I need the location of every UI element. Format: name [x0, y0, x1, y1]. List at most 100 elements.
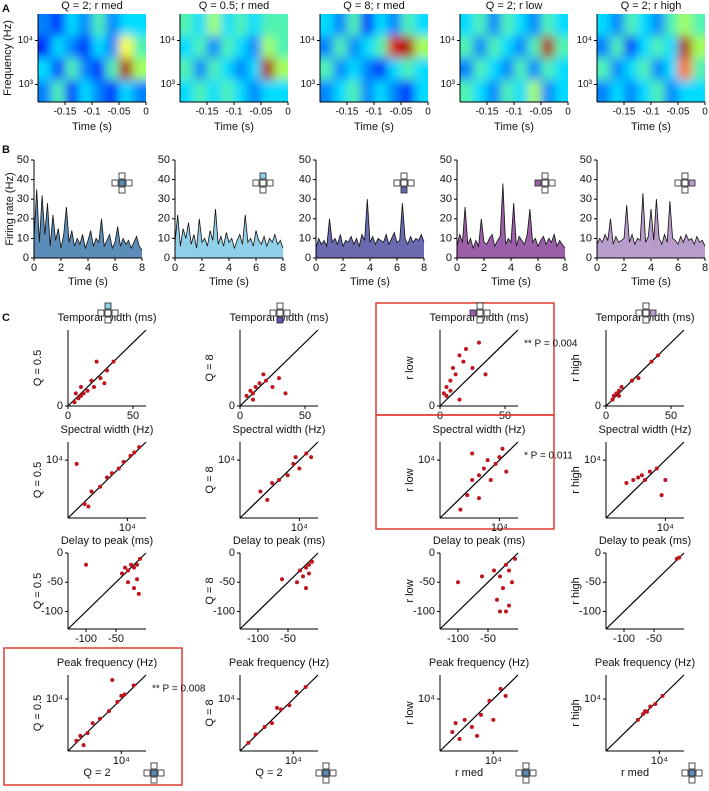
heatmap-cell	[247, 14, 262, 37]
scatter-point	[97, 716, 102, 721]
heatmap-cell	[274, 58, 288, 81]
y-tick-label: 40	[440, 174, 452, 186]
scatter-point	[294, 690, 299, 695]
scatter-point	[610, 397, 615, 402]
heatmap-cell	[597, 14, 611, 37]
heatmap-cell	[132, 80, 146, 102]
rate-area	[34, 189, 142, 258]
x-tick-label: 8	[421, 262, 427, 274]
x-tick-label: 0	[603, 410, 609, 422]
scatter-point	[303, 685, 308, 690]
heatmap-cell	[193, 80, 208, 102]
scatter-point	[79, 385, 83, 389]
scatter-point	[269, 721, 274, 726]
scatter-point	[448, 378, 453, 383]
scatter-point	[264, 378, 268, 383]
heatmap-cell	[664, 80, 679, 102]
heatmap-cell	[38, 58, 52, 81]
scatter-point	[129, 562, 133, 567]
condition-icon-square	[522, 769, 530, 777]
scatter-point	[98, 376, 103, 381]
x-tick-label: 8	[280, 262, 286, 274]
scatter-point	[492, 568, 496, 573]
heatmap-cell	[65, 80, 79, 102]
scatter-point	[456, 580, 460, 585]
y-tick-label: 10⁴	[46, 454, 63, 466]
x-tick-label: -0.1	[505, 107, 523, 118]
heatmap-cell	[597, 36, 611, 59]
condition-icon-square	[695, 769, 703, 777]
condition-icon-square	[322, 762, 330, 770]
heatmap-cell	[514, 36, 528, 59]
y-tick-label: 40	[17, 174, 29, 186]
y-tick-label: 50	[580, 154, 592, 166]
y-axis-label: r low	[404, 468, 416, 491]
heatmap-cell	[624, 14, 638, 37]
y-tick-label: -50	[419, 576, 435, 588]
scatter-point	[635, 717, 640, 722]
scatter-point	[89, 378, 94, 383]
scatter-point	[481, 466, 486, 471]
scatter-point	[503, 693, 508, 698]
heatmap-cell	[105, 36, 120, 59]
identity-line	[605, 329, 685, 407]
heatmap-cell	[514, 14, 528, 37]
y-axis-label: Q = 0.5	[32, 695, 44, 731]
heatmap-cell	[610, 14, 625, 37]
scatter-point	[137, 445, 142, 450]
x-tick-label: 8	[702, 262, 708, 274]
scatter-point	[307, 562, 311, 567]
scatter-point	[639, 473, 644, 478]
x-axis-label: Time (s)	[631, 121, 671, 133]
scatter-point	[86, 504, 91, 509]
heatmap-cell	[119, 14, 133, 37]
heatmap-cell	[414, 58, 428, 81]
x-tick-label: 2	[481, 262, 487, 274]
heatmap-cell	[387, 14, 402, 37]
y-tick-label: 30	[299, 193, 311, 205]
scatter-point	[464, 347, 468, 351]
heatmap-cell	[105, 58, 120, 81]
scatter-point	[277, 478, 281, 482]
x-axis-label: Time (s)	[491, 276, 531, 288]
heatmap-cell	[527, 14, 542, 37]
condition-icon-square	[476, 302, 484, 310]
x-tick-label: -0.05	[530, 107, 553, 118]
scatter-point	[270, 481, 275, 486]
scatter-point	[647, 469, 652, 474]
heatmap-cell	[678, 36, 692, 59]
heatmap-cell	[78, 14, 93, 37]
heatmap-area	[597, 14, 705, 102]
heatmap-cell	[220, 36, 235, 59]
x-tick-label: 50	[499, 410, 511, 422]
condition-icon-square	[118, 172, 126, 180]
scatter-point	[73, 391, 78, 396]
heatmap-cell	[678, 80, 692, 102]
heatmap-cell	[234, 14, 248, 37]
rate-line	[33, 189, 143, 251]
y-tick-label: -100	[413, 605, 435, 617]
scatter-point	[653, 702, 658, 707]
subplot-title: Q = 8; r med	[343, 0, 404, 12]
scatter-point	[485, 458, 490, 463]
heatmap-cell	[473, 14, 488, 37]
y-axis-label: Q = 8	[204, 699, 216, 726]
scatter-point	[617, 388, 621, 393]
scatter-point	[469, 724, 474, 729]
scatter-point	[649, 359, 654, 364]
condition-icon-square	[157, 769, 165, 777]
y-tick-label: 10⁴	[160, 35, 175, 46]
heatmap-cell	[38, 36, 52, 59]
scatter-point	[287, 703, 292, 708]
heatmap-cell	[401, 58, 415, 81]
condition-icon-square	[322, 776, 330, 784]
x-tick-label: 10⁴	[651, 755, 668, 767]
x-axis-label: Time (s)	[209, 276, 249, 288]
scatter-point	[94, 359, 99, 364]
scatter-point	[475, 733, 480, 738]
heatmap-cell	[261, 36, 275, 59]
scatter-point	[275, 705, 280, 710]
x-tick-label: 0	[565, 107, 571, 118]
x-tick-label: 4	[648, 262, 654, 274]
x-tick-label: 8	[139, 262, 145, 274]
